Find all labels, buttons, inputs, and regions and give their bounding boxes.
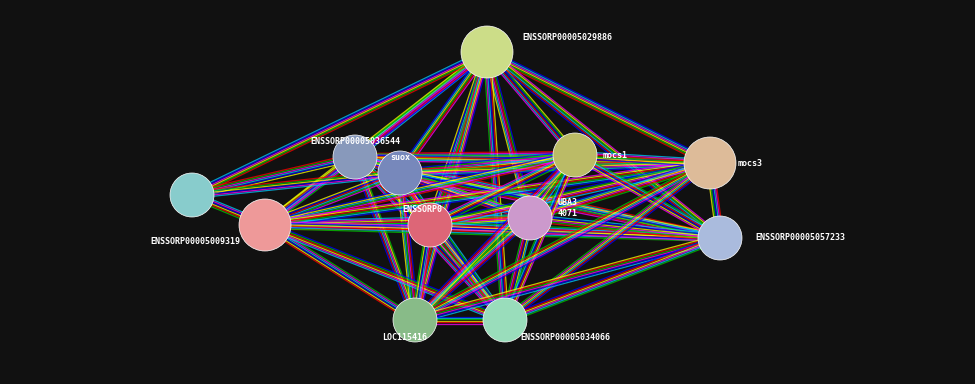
Circle shape [408,203,452,247]
Circle shape [553,133,597,177]
Text: ENSSORP00005029886: ENSSORP00005029886 [522,33,612,43]
Circle shape [698,216,742,260]
Text: mocs3: mocs3 [737,159,762,167]
Circle shape [483,298,527,342]
Text: ENSSORP00005009319: ENSSORP00005009319 [150,237,240,245]
Circle shape [684,137,736,189]
Text: LOC115416: LOC115416 [382,333,427,341]
Circle shape [170,173,214,217]
Text: mocs1: mocs1 [603,151,628,159]
Circle shape [239,199,291,251]
Circle shape [508,196,552,240]
Circle shape [461,26,513,78]
Circle shape [333,135,377,179]
Text: suox: suox [390,152,410,162]
Text: ENSSORP00005036544: ENSSORP00005036544 [310,136,400,146]
Text: ENSSORP00005034066: ENSSORP00005034066 [520,333,610,341]
Text: UBA3
4071: UBA3 4071 [558,198,578,218]
Text: ENSSORP00005057233: ENSSORP00005057233 [755,233,845,243]
Text: ENSSORP0: ENSSORP0 [402,205,442,214]
Circle shape [393,298,437,342]
Circle shape [378,151,422,195]
